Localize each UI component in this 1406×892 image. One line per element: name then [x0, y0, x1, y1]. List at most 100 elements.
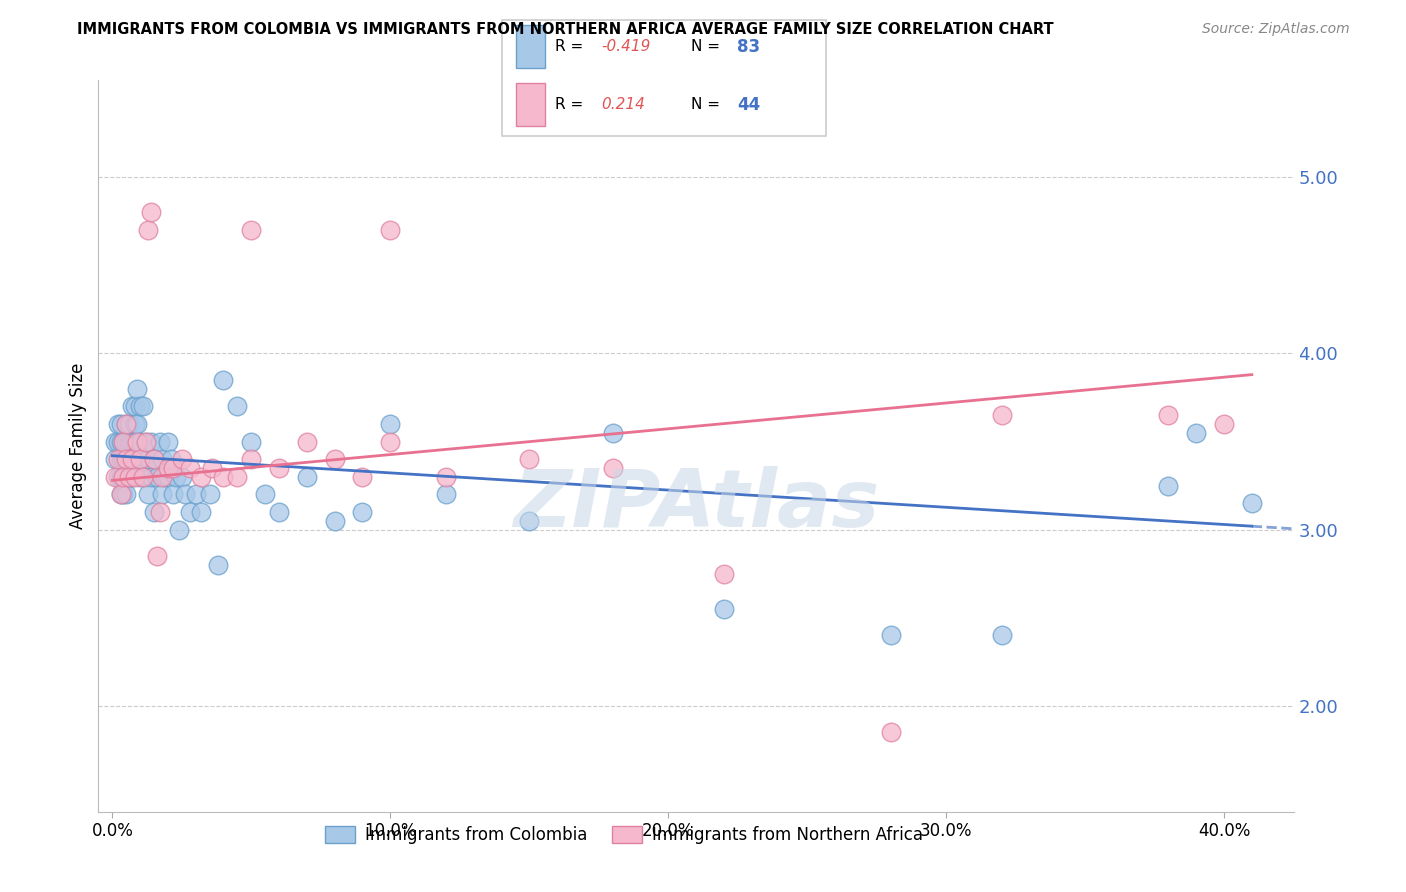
Point: [602, 425, 624, 440]
FancyBboxPatch shape: [516, 83, 546, 126]
Point: [170, 452, 193, 467]
Point: [156, 461, 179, 475]
Point: [118, 452, 141, 467]
Point: [1213, 417, 1236, 431]
Point: [143, 452, 166, 467]
Point: [121, 434, 143, 449]
Point: [1157, 478, 1180, 492]
Point: [434, 470, 457, 484]
Point: [132, 400, 155, 414]
FancyBboxPatch shape: [516, 25, 546, 69]
Text: R =: R =: [555, 39, 589, 54]
Point: [129, 434, 152, 449]
Point: [138, 223, 160, 237]
Point: [240, 223, 263, 237]
Point: [170, 470, 193, 484]
Text: N =: N =: [690, 97, 724, 112]
Point: [118, 470, 141, 484]
Point: [141, 470, 163, 484]
Point: [713, 566, 735, 581]
Point: [198, 487, 221, 501]
Point: [380, 434, 402, 449]
Text: Source: ZipAtlas.com: Source: ZipAtlas.com: [1202, 22, 1350, 37]
Point: [132, 452, 155, 467]
Text: N =: N =: [690, 39, 724, 54]
Point: [295, 470, 318, 484]
Point: [146, 470, 169, 484]
Point: [110, 470, 132, 484]
Point: [112, 434, 135, 449]
Point: [148, 434, 170, 449]
Text: ZIPAtlas: ZIPAtlas: [513, 466, 879, 543]
Point: [124, 470, 146, 484]
Point: [434, 487, 457, 501]
Point: [990, 408, 1012, 422]
Point: [517, 514, 540, 528]
Point: [110, 434, 132, 449]
Text: 0.214: 0.214: [602, 97, 645, 112]
Point: [323, 514, 346, 528]
Y-axis label: Average Family Size: Average Family Size: [69, 363, 87, 529]
Point: [713, 602, 735, 616]
Point: [267, 505, 290, 519]
Point: [184, 487, 207, 501]
Point: [127, 417, 149, 431]
FancyBboxPatch shape: [502, 21, 827, 136]
Point: [153, 470, 176, 484]
Point: [115, 417, 138, 431]
Point: [129, 400, 152, 414]
Text: IMMIGRANTS FROM COLOMBIA VS IMMIGRANTS FROM NORTHERN AFRICA AVERAGE FAMILY SIZE : IMMIGRANTS FROM COLOMBIA VS IMMIGRANTS F…: [77, 22, 1054, 37]
Point: [135, 470, 157, 484]
Point: [104, 434, 127, 449]
Point: [990, 628, 1012, 642]
Point: [129, 470, 152, 484]
Point: [124, 452, 146, 467]
Point: [115, 452, 138, 467]
Text: R =: R =: [555, 97, 593, 112]
Point: [110, 417, 132, 431]
Point: [146, 549, 169, 563]
Point: [135, 434, 157, 449]
Point: [159, 452, 181, 467]
Point: [1185, 425, 1208, 440]
Point: [517, 452, 540, 467]
Point: [295, 434, 318, 449]
Point: [162, 487, 184, 501]
Point: [1157, 408, 1180, 422]
Point: [190, 470, 212, 484]
Point: [879, 725, 901, 739]
Text: 44: 44: [737, 95, 761, 113]
Point: [107, 417, 129, 431]
Point: [380, 417, 402, 431]
Point: [124, 434, 146, 449]
Point: [201, 461, 224, 475]
Point: [1240, 496, 1263, 510]
Point: [118, 470, 141, 484]
Point: [127, 434, 149, 449]
Point: [115, 487, 138, 501]
Point: [112, 452, 135, 467]
Point: [115, 434, 138, 449]
Point: [121, 452, 143, 467]
Point: [107, 434, 129, 449]
Point: [110, 487, 132, 501]
Point: [104, 452, 127, 467]
Point: [132, 470, 155, 484]
Point: [118, 434, 141, 449]
Point: [150, 487, 173, 501]
Point: [148, 505, 170, 519]
Point: [179, 461, 201, 475]
Point: [104, 470, 127, 484]
Point: [112, 470, 135, 484]
Point: [112, 434, 135, 449]
Point: [173, 487, 195, 501]
Point: [156, 434, 179, 449]
Point: [121, 452, 143, 467]
Point: [167, 523, 190, 537]
Point: [226, 400, 249, 414]
Point: [115, 417, 138, 431]
Point: [127, 434, 149, 449]
Point: [212, 373, 235, 387]
Point: [141, 434, 163, 449]
Point: [138, 487, 160, 501]
